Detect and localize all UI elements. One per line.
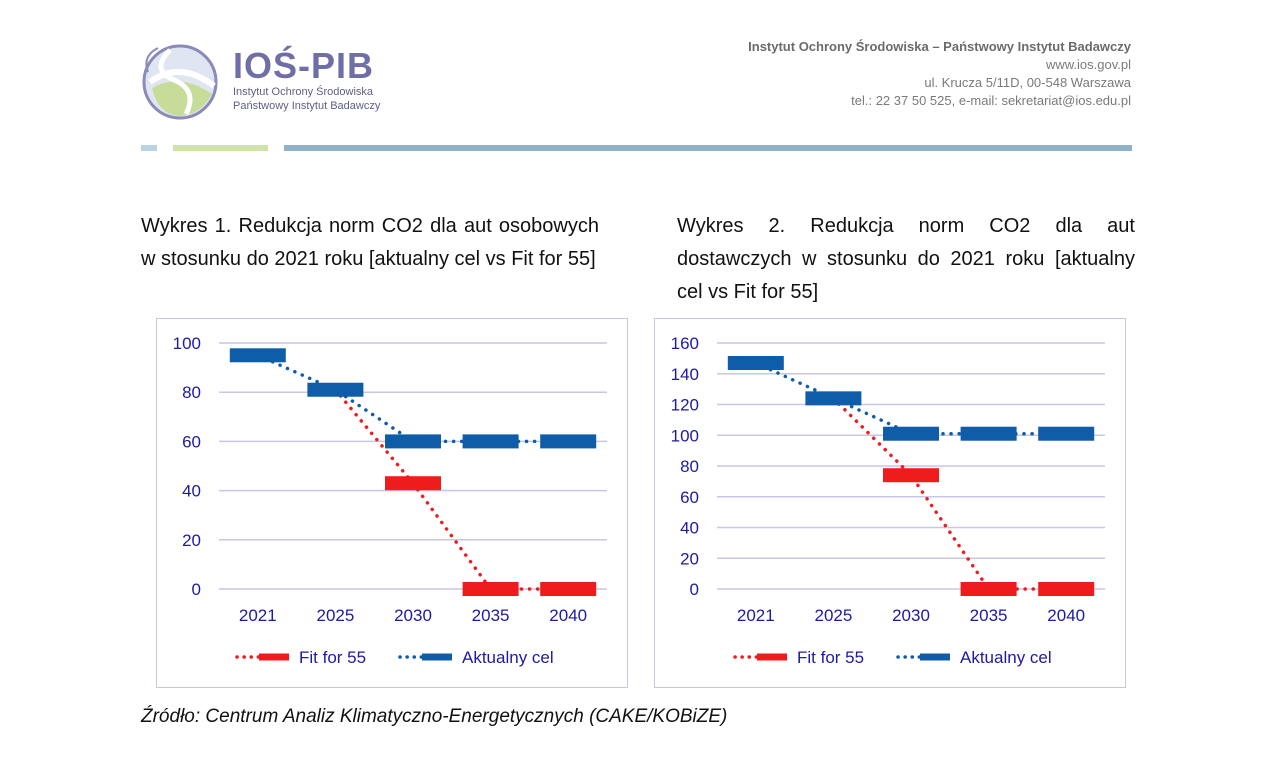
point-marker-fit-for-55: [462, 582, 519, 596]
y-tick-label: 60: [182, 432, 201, 451]
brand-name: IOŚ-PIB: [233, 45, 375, 86]
point-marker-aktualny-cel: [540, 434, 597, 449]
point-marker-aktualny-cel: [385, 434, 441, 449]
legend-swatch-bar: [422, 653, 452, 661]
y-tick-label: 40: [680, 519, 699, 538]
x-tick-label: 2025: [814, 606, 852, 625]
series-line-fit-for-55: [333, 387, 570, 591]
contact-address: ul. Krucza 5/11D, 00-548 Warszawa: [924, 75, 1131, 90]
y-tick-label: 100: [173, 334, 201, 353]
chart1-caption: Wykres 1. Redukcja norm CO2 dla aut osob…: [141, 215, 599, 270]
series-line-fit-for-55: [831, 396, 1068, 591]
point-marker-aktualny-cel: [307, 382, 364, 397]
header-divider-3: [284, 145, 1132, 151]
y-tick-label: 100: [671, 426, 699, 445]
legend-label: Fit for 55: [299, 648, 366, 667]
point-marker-fit-for-55: [1038, 582, 1095, 596]
chart2-caption: Wykres 2. Redukcja norm CO2 dla aut dost…: [677, 215, 1135, 303]
x-tick-label: 2035: [970, 606, 1008, 625]
series-line-aktualny-cel: [256, 353, 570, 444]
legend-swatch-bar: [757, 653, 787, 661]
x-tick-label: 2040: [549, 606, 587, 625]
brand-subtitle-1: Instytut Ochrony Środowiska: [233, 86, 374, 98]
point-marker-aktualny-cel: [883, 426, 939, 441]
point-marker-aktualny-cel: [805, 391, 862, 406]
y-tick-label: 140: [671, 365, 699, 384]
point-marker-aktualny-cel: [229, 348, 286, 363]
y-tick-label: 160: [671, 334, 699, 353]
y-tick-label: 80: [182, 383, 201, 402]
x-tick-label: 2030: [892, 606, 930, 625]
chart2-frame: 0 20 40 60 80 100 120 140 160 2021 2025 2030 2035 204…: [654, 318, 1126, 688]
header-divider-1: [141, 145, 157, 151]
contact-org: Instytut Ochrony Środowiska – Państwowy …: [748, 39, 1131, 54]
legend-label: Aktualny cel: [960, 648, 1052, 667]
point-marker-aktualny-cel: [462, 434, 519, 449]
x-tick-label: 2021: [239, 606, 277, 625]
ios-pib-logo: [142, 44, 218, 120]
header-divider-2: [173, 145, 268, 151]
legend-swatch-bar: [920, 653, 950, 661]
x-tick-label: 2021: [737, 606, 775, 625]
y-tick-label: 80: [680, 457, 699, 476]
x-tick-label: 2035: [472, 606, 510, 625]
legend-swatch-bar: [259, 653, 289, 661]
contact-web: www.ios.gov.pl: [1045, 57, 1131, 72]
point-marker-fit-for-55: [883, 468, 939, 483]
y-tick-label: 20: [182, 531, 201, 550]
point-marker-fit-for-55: [960, 582, 1017, 596]
legend-label: Aktualny cel: [462, 648, 554, 667]
y-tick-label: 0: [690, 580, 699, 599]
y-tick-label: 120: [671, 396, 699, 415]
y-tick-label: 20: [680, 549, 699, 568]
point-marker-fit-for-55: [540, 582, 597, 596]
point-marker-aktualny-cel: [727, 355, 784, 370]
source-note: Źródło: Centrum Analiz Klimatyczno-Energ…: [141, 706, 728, 727]
x-tick-label: 2025: [316, 606, 354, 625]
point-marker-fit-for-55: [385, 476, 441, 491]
y-tick-label: 60: [680, 488, 699, 507]
brand-block: IOŚ-PIB Instytut Ochrony Środowiska Pańs…: [233, 47, 380, 113]
point-marker-aktualny-cel: [1038, 426, 1095, 441]
x-tick-label: 2030: [394, 606, 432, 625]
contact-block: Instytut Ochrony Środowiska – Państwowy …: [748, 38, 1131, 110]
x-tick-label: 2040: [1047, 606, 1085, 625]
contact-phone-email: tel.: 22 37 50 525, e-mail: sekretariat@…: [851, 93, 1131, 108]
chart1-frame: 0 20 40 60 80 100 2021 2025 2030 2035 2040 Fit for …: [156, 318, 628, 688]
legend-label: Fit for 55: [797, 648, 864, 667]
brand-subtitle-2: Państwowy Instytut Badawczy: [233, 100, 381, 112]
point-marker-aktualny-cel: [960, 426, 1017, 441]
y-tick-label: 40: [182, 482, 201, 501]
y-tick-label: 0: [192, 580, 201, 599]
